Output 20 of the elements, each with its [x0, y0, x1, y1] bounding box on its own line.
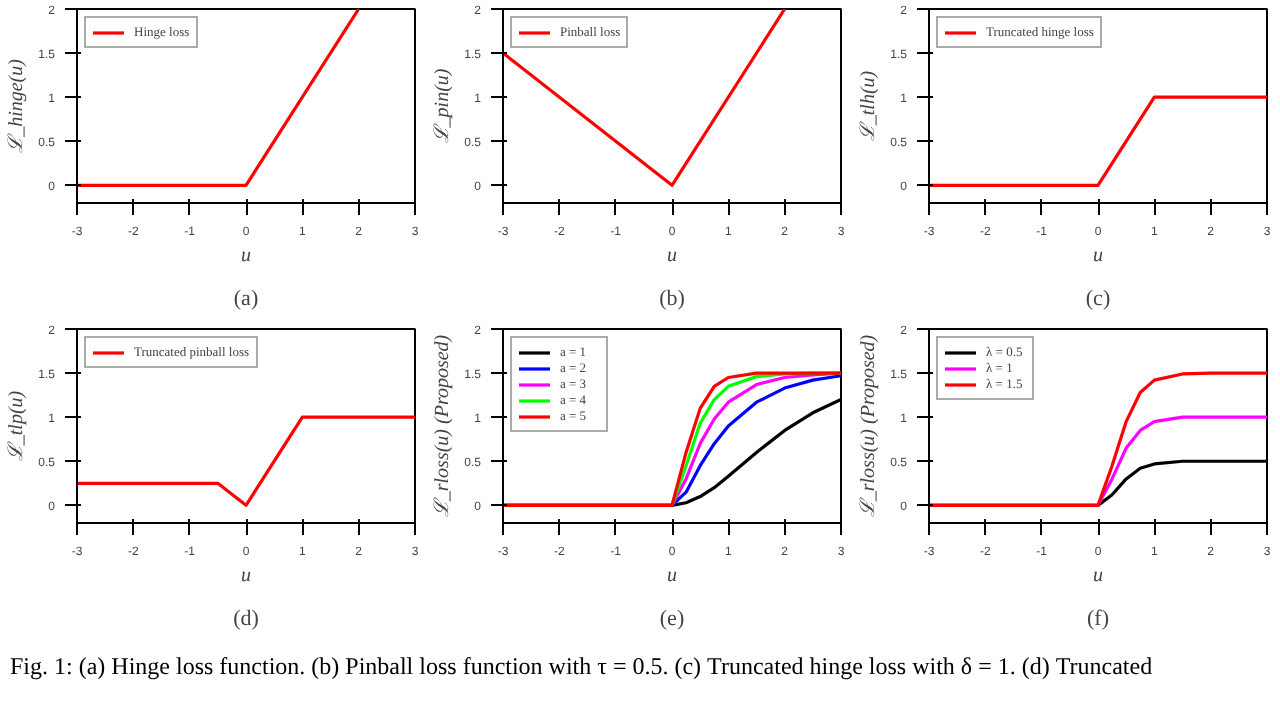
y-axis-title: ℒ_tlh(u)	[858, 69, 881, 142]
y-axis-title: ℒ_hinge(u)	[6, 57, 29, 153]
y-axis-title: ℒ_rloss(u) (Proposed)	[858, 333, 881, 518]
y-axis-title: ℒ_pin(u)	[432, 67, 455, 144]
x-axis-title: u	[241, 565, 251, 587]
text: (f)	[1087, 607, 1110, 631]
text: (d)	[233, 607, 260, 631]
caption: Fig. 1: (a) Hinge loss function. (b) Pinball loss function with τ = 0.5. (c) Truncated hinge loss with δ = 1. (d) Truncated	[10, 650, 1153, 684]
text: (b)	[659, 287, 686, 311]
x-axis-title: u	[1093, 565, 1103, 587]
y-axis-title: ℒ_tlp(u)	[6, 389, 29, 462]
x-axis-title: u	[667, 565, 677, 587]
line-series	[929, 371, 1267, 507]
x-axis-title: u	[241, 245, 251, 267]
text: (c)	[1085, 287, 1111, 311]
x-axis-title: u	[1093, 245, 1103, 267]
text: (a)	[233, 287, 259, 311]
y-axis-title: ℒ_rloss(u) (Proposed)	[432, 333, 455, 518]
text: (e)	[659, 607, 685, 631]
x-axis-title: u	[667, 245, 677, 267]
